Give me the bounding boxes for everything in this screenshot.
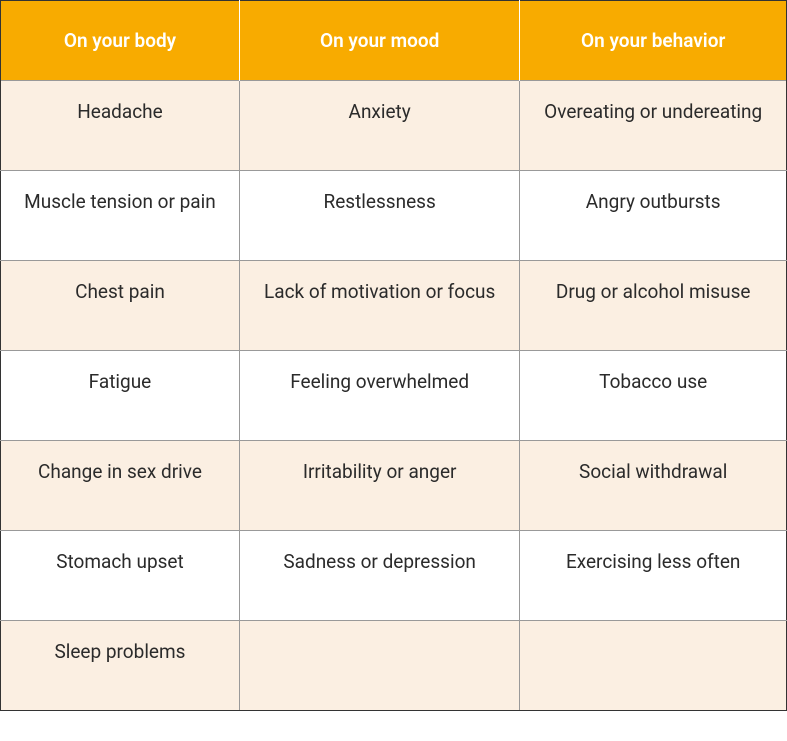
cell-behavior	[520, 621, 787, 711]
table-header-row: On your body On your mood On your behavi…	[1, 1, 787, 81]
cell-body: Sleep problems	[1, 621, 240, 711]
cell-behavior: Angry outbursts	[520, 171, 787, 261]
table-row: Chest pain Lack of motivation or focus D…	[1, 261, 787, 351]
table-row: Sleep problems	[1, 621, 787, 711]
cell-body: Change in sex drive	[1, 441, 240, 531]
cell-body: Headache	[1, 81, 240, 171]
cell-mood: Anxiety	[239, 81, 519, 171]
cell-mood: Restlessness	[239, 171, 519, 261]
cell-body: Muscle tension or pain	[1, 171, 240, 261]
column-header-behavior: On your behavior	[520, 1, 787, 81]
cell-body: Fatigue	[1, 351, 240, 441]
table-row: Headache Anxiety Overeating or undereati…	[1, 81, 787, 171]
table-row: Change in sex drive Irritability or ange…	[1, 441, 787, 531]
cell-mood	[239, 621, 519, 711]
stress-effects-table: On your body On your mood On your behavi…	[0, 0, 787, 711]
cell-mood: Irritability or anger	[239, 441, 519, 531]
cell-behavior: Overeating or undereating	[520, 81, 787, 171]
cell-behavior: Tobacco use	[520, 351, 787, 441]
cell-mood: Lack of motivation or focus	[239, 261, 519, 351]
cell-behavior: Exercising less often	[520, 531, 787, 621]
stress-effects-table-wrapper: On your body On your mood On your behavi…	[0, 0, 787, 711]
column-header-mood: On your mood	[239, 1, 519, 81]
cell-behavior: Drug or alcohol misuse	[520, 261, 787, 351]
cell-mood: Sadness or depression	[239, 531, 519, 621]
cell-mood: Feeling overwhelmed	[239, 351, 519, 441]
cell-behavior: Social withdrawal	[520, 441, 787, 531]
cell-body: Chest pain	[1, 261, 240, 351]
column-header-body: On your body	[1, 1, 240, 81]
table-row: Stomach upset Sadness or depression Exer…	[1, 531, 787, 621]
cell-body: Stomach upset	[1, 531, 240, 621]
table-row: Muscle tension or pain Restlessness Angr…	[1, 171, 787, 261]
table-row: Fatigue Feeling overwhelmed Tobacco use	[1, 351, 787, 441]
